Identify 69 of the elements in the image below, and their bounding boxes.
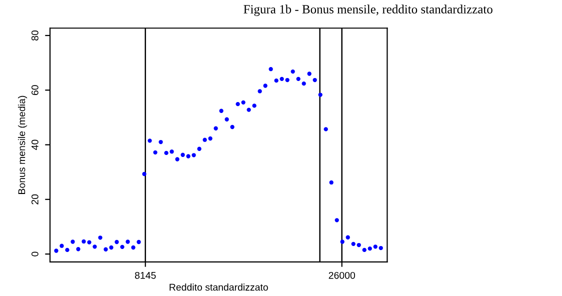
point (114, 240, 119, 244)
point (186, 154, 190, 158)
point (208, 136, 212, 141)
x-axis-title: Reddito standardizzato (170, 284, 268, 291)
point (153, 150, 158, 154)
point (296, 76, 300, 82)
point (285, 78, 290, 82)
point (230, 124, 234, 130)
point (109, 245, 114, 250)
point (142, 172, 146, 176)
point (76, 247, 80, 252)
point (362, 248, 366, 252)
point (274, 78, 278, 83)
point (258, 89, 262, 94)
point (351, 242, 356, 246)
point (65, 248, 70, 252)
point (340, 240, 344, 244)
point (202, 138, 207, 142)
point (158, 140, 163, 144)
point (318, 92, 322, 97)
point (104, 247, 108, 252)
point (164, 150, 168, 156)
y-tick-label: 80 (31, 30, 38, 40)
point (92, 244, 97, 249)
chart-title: Figura 1b - Bonus mensile, reddito standardizzato (244, 4, 492, 16)
y-tick-label: 60 (31, 85, 38, 96)
y-tick-label: 20 (31, 194, 38, 204)
point (334, 218, 339, 222)
point (373, 244, 378, 249)
point (290, 69, 295, 74)
point (263, 84, 268, 88)
point (246, 108, 251, 112)
point (98, 236, 102, 240)
point (268, 67, 273, 72)
point (120, 244, 124, 250)
x-tick-label: 26000 (328, 272, 356, 279)
point (324, 127, 328, 132)
point (329, 180, 334, 185)
y-tick-label: 0 (31, 252, 38, 256)
point (60, 244, 64, 248)
point (214, 126, 218, 130)
x-tick-label: 8145 (134, 272, 156, 279)
point (136, 240, 141, 244)
point (252, 104, 256, 108)
y-tick-label: 40 (31, 140, 38, 150)
point (346, 235, 350, 240)
point (126, 240, 130, 244)
point (175, 157, 180, 162)
point (192, 153, 196, 158)
point (197, 146, 202, 151)
point (219, 108, 224, 113)
point (236, 102, 240, 106)
point (148, 138, 152, 143)
point (54, 248, 58, 253)
point (170, 150, 174, 154)
point (368, 246, 372, 251)
y-axis-title: Bonus mensile (media) (18, 96, 28, 194)
point (241, 100, 246, 105)
point (307, 72, 312, 76)
point (312, 78, 317, 82)
point (356, 242, 361, 248)
point (302, 81, 306, 86)
point (131, 245, 136, 250)
point (180, 152, 185, 157)
point (378, 246, 383, 250)
point (87, 240, 92, 244)
point (224, 117, 229, 122)
point (280, 76, 284, 82)
point (82, 239, 86, 244)
